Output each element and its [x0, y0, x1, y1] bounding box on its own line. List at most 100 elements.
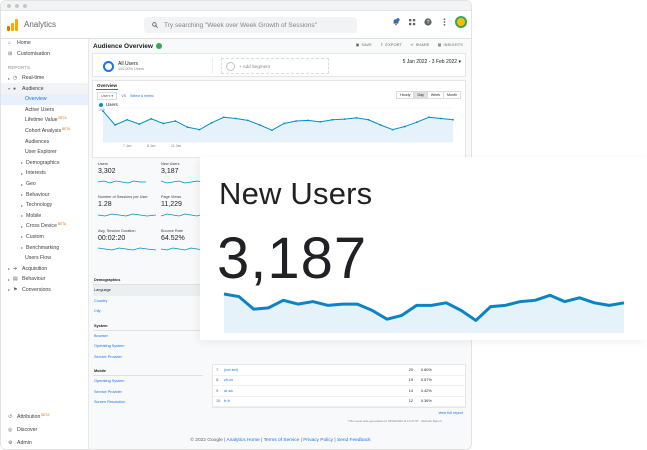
users-data-point[interactable] [114, 124, 116, 126]
add-segment-button[interactable]: + Add Segment [221, 58, 329, 74]
insights-button[interactable]: ▦ INSIGHTS [437, 42, 463, 48]
dimension-country[interactable]: Country [94, 298, 108, 303]
date-range-picker[interactable]: 5 Jan 2022 - 3 Feb 2022 ▾ [402, 59, 461, 65]
users-data-point[interactable] [367, 118, 370, 121]
dimension-mobile-provider[interactable]: Service Provider [94, 389, 122, 394]
share-button[interactable]: ≺ SHARE [410, 42, 430, 48]
dimension-mobile-os[interactable]: Operating System [94, 379, 125, 383]
search-bar[interactable]: Try searching "Week over Week Growth of … [144, 17, 357, 33]
apps-grid-icon[interactable] [407, 17, 417, 27]
users-data-point[interactable] [440, 117, 442, 120]
users-data-point[interactable] [271, 129, 273, 132]
table-row-link[interactable]: zh-cn [224, 378, 234, 383]
granularity-day[interactable]: Day [414, 92, 428, 98]
main-content: Audience Overview ▣ SAVE ⇪ EXPORT ≺ SHARE ▦… [90, 39, 471, 449]
sidebar-item-audience[interactable]: ▾ ● Audience [1, 83, 88, 94]
sidebar-item-geo[interactable]: ▸ Geo [21, 181, 36, 188]
sidebar-item-home[interactable]: ⌂ Home [8, 40, 31, 47]
users-data-point[interactable] [210, 121, 213, 124]
sidebar-item-behaviour-sub[interactable]: ▸ Behaviour [21, 191, 50, 198]
analytics-logo-icon[interactable] [7, 18, 18, 31]
notifications-icon[interactable] [391, 17, 401, 27]
sidebar-item-user-explorer[interactable]: User Explorer [25, 149, 57, 156]
users-data-point[interactable] [295, 120, 298, 122]
help-icon[interactable]: ? [423, 17, 433, 27]
tab-overview[interactable]: Overview [96, 83, 119, 90]
sidebar-item-custom[interactable]: ▸ Custom [21, 233, 44, 240]
sidebar-item-admin[interactable]: ⚙ Admin [8, 439, 32, 446]
sidebar-item-overview[interactable]: Overview [1, 93, 88, 105]
users-data-point[interactable] [138, 123, 141, 125]
granularity-hourly[interactable]: Hourly [397, 92, 415, 98]
table-row-link[interactable]: (not set) [224, 367, 238, 372]
metric-sessions-per-user[interactable]: Number of Sessions per User 1.28 [98, 195, 156, 223]
users-data-point[interactable] [246, 119, 249, 122]
export-button[interactable]: ⇪ EXPORT [380, 42, 403, 48]
users-data-point[interactable] [222, 116, 225, 119]
sidebar-item-lifetime-value[interactable]: Lifetime Value BETA [25, 116, 67, 124]
users-data-point[interactable] [452, 118, 454, 121]
footer-link-terms[interactable]: Terms of Service [263, 438, 300, 443]
dimension-operating-system[interactable]: Operating System [94, 344, 125, 348]
sidebar-item-cohort-analysis[interactable]: Cohort Analysis BETA [25, 127, 71, 135]
segment-all-users[interactable]: All Users 100.00% Users [97, 58, 213, 74]
users-data-point[interactable] [391, 128, 394, 131]
sidebar-item-discover[interactable]: ◎ Discover [8, 426, 38, 433]
sidebar-item-active-users[interactable]: Active Users [25, 106, 55, 113]
sidebar-item-interests[interactable]: ▸ Interests [21, 170, 46, 177]
users-data-point[interactable] [258, 124, 261, 126]
select-metric-link[interactable]: Select a metric [130, 94, 154, 98]
footer-link-feedback[interactable]: Send Feedback [336, 438, 371, 443]
more-vert-icon[interactable] [439, 17, 449, 27]
users-data-point[interactable] [126, 118, 129, 121]
users-data-point[interactable] [234, 117, 237, 120]
sidebar-item-customisation[interactable]: ⊞ Customisation [8, 50, 50, 57]
account-avatar[interactable] [455, 16, 467, 28]
sidebar-item-cross-device[interactable]: ▸ Cross Device BETA [21, 222, 66, 230]
save-button[interactable]: ▣ SAVE [355, 42, 373, 48]
sidebar-item-demographics[interactable]: ▸ Demographics [21, 159, 60, 166]
sidebar-item-behaviour[interactable]: ▸ ▤ Behaviour [8, 276, 46, 283]
users-data-point[interactable] [307, 119, 310, 122]
users-data-point[interactable] [343, 118, 346, 121]
users-data-point[interactable] [403, 125, 406, 128]
app-title[interactable]: Analytics [24, 20, 57, 29]
users-data-point[interactable] [355, 116, 358, 119]
users-data-point[interactable] [319, 121, 322, 123]
users-data-point[interactable] [415, 121, 418, 124]
sidebar-item-audiences[interactable]: Audiences [25, 138, 50, 145]
dimension-browser[interactable]: Browser [94, 333, 108, 338]
granularity-week[interactable]: Week [428, 92, 444, 98]
users-data-point[interactable] [162, 122, 165, 125]
dimension-service-provider[interactable]: Service Provider [94, 354, 122, 359]
footer-link-analytics-home[interactable]: Analytics Home [226, 438, 260, 443]
metric-users[interactable]: Users 3,302 [98, 162, 152, 190]
table-row-link[interactable]: fr-fr [224, 399, 230, 404]
sidebar-item-acquisition[interactable]: ▸ ➜ Acquisition [8, 265, 48, 272]
dimension-screen-resolution[interactable]: Screen Resolution [94, 400, 126, 404]
view-full-report-link[interactable]: view full report [438, 411, 463, 415]
users-data-point[interactable] [150, 117, 153, 120]
granularity-month[interactable]: Month [447, 93, 457, 97]
sidebar-item-benchmarking[interactable]: ▸ Benchmarking [21, 244, 60, 251]
users-data-point[interactable] [186, 126, 189, 129]
sidebar-item-mobile[interactable]: ▸ Mobile [21, 212, 42, 219]
metric-select[interactable]: Users ▾ [97, 92, 118, 100]
sidebar-item-conversions[interactable]: ▸ ⚑ Conversions [8, 286, 51, 293]
users-data-point[interactable] [379, 124, 382, 126]
dimension-language[interactable]: Language [93, 285, 203, 296]
users-data-point[interactable] [283, 122, 285, 125]
metric-avg-session-duration[interactable]: Avg. Session Duration 00:02:20 [98, 229, 156, 257]
users-data-point[interactable] [198, 128, 201, 131]
sidebar-item-technology[interactable]: ▸ Technology [21, 202, 53, 209]
users-data-point[interactable] [331, 118, 334, 121]
table-row-link[interactable]: ar-sa [224, 388, 233, 393]
users-data-point[interactable] [174, 120, 177, 122]
footer-link-privacy[interactable]: Privacy Policy [303, 438, 334, 443]
users-data-point[interactable] [102, 110, 104, 112]
sidebar-item-attribution[interactable]: ↺ Attribution BETA [8, 412, 50, 420]
dimension-city[interactable]: City [94, 309, 101, 313]
sidebar-item-realtime[interactable]: ▸ ◷ Real-time [8, 75, 45, 82]
users-data-point[interactable] [427, 116, 430, 119]
sidebar-item-users-flow[interactable]: Users Flow [25, 255, 51, 262]
